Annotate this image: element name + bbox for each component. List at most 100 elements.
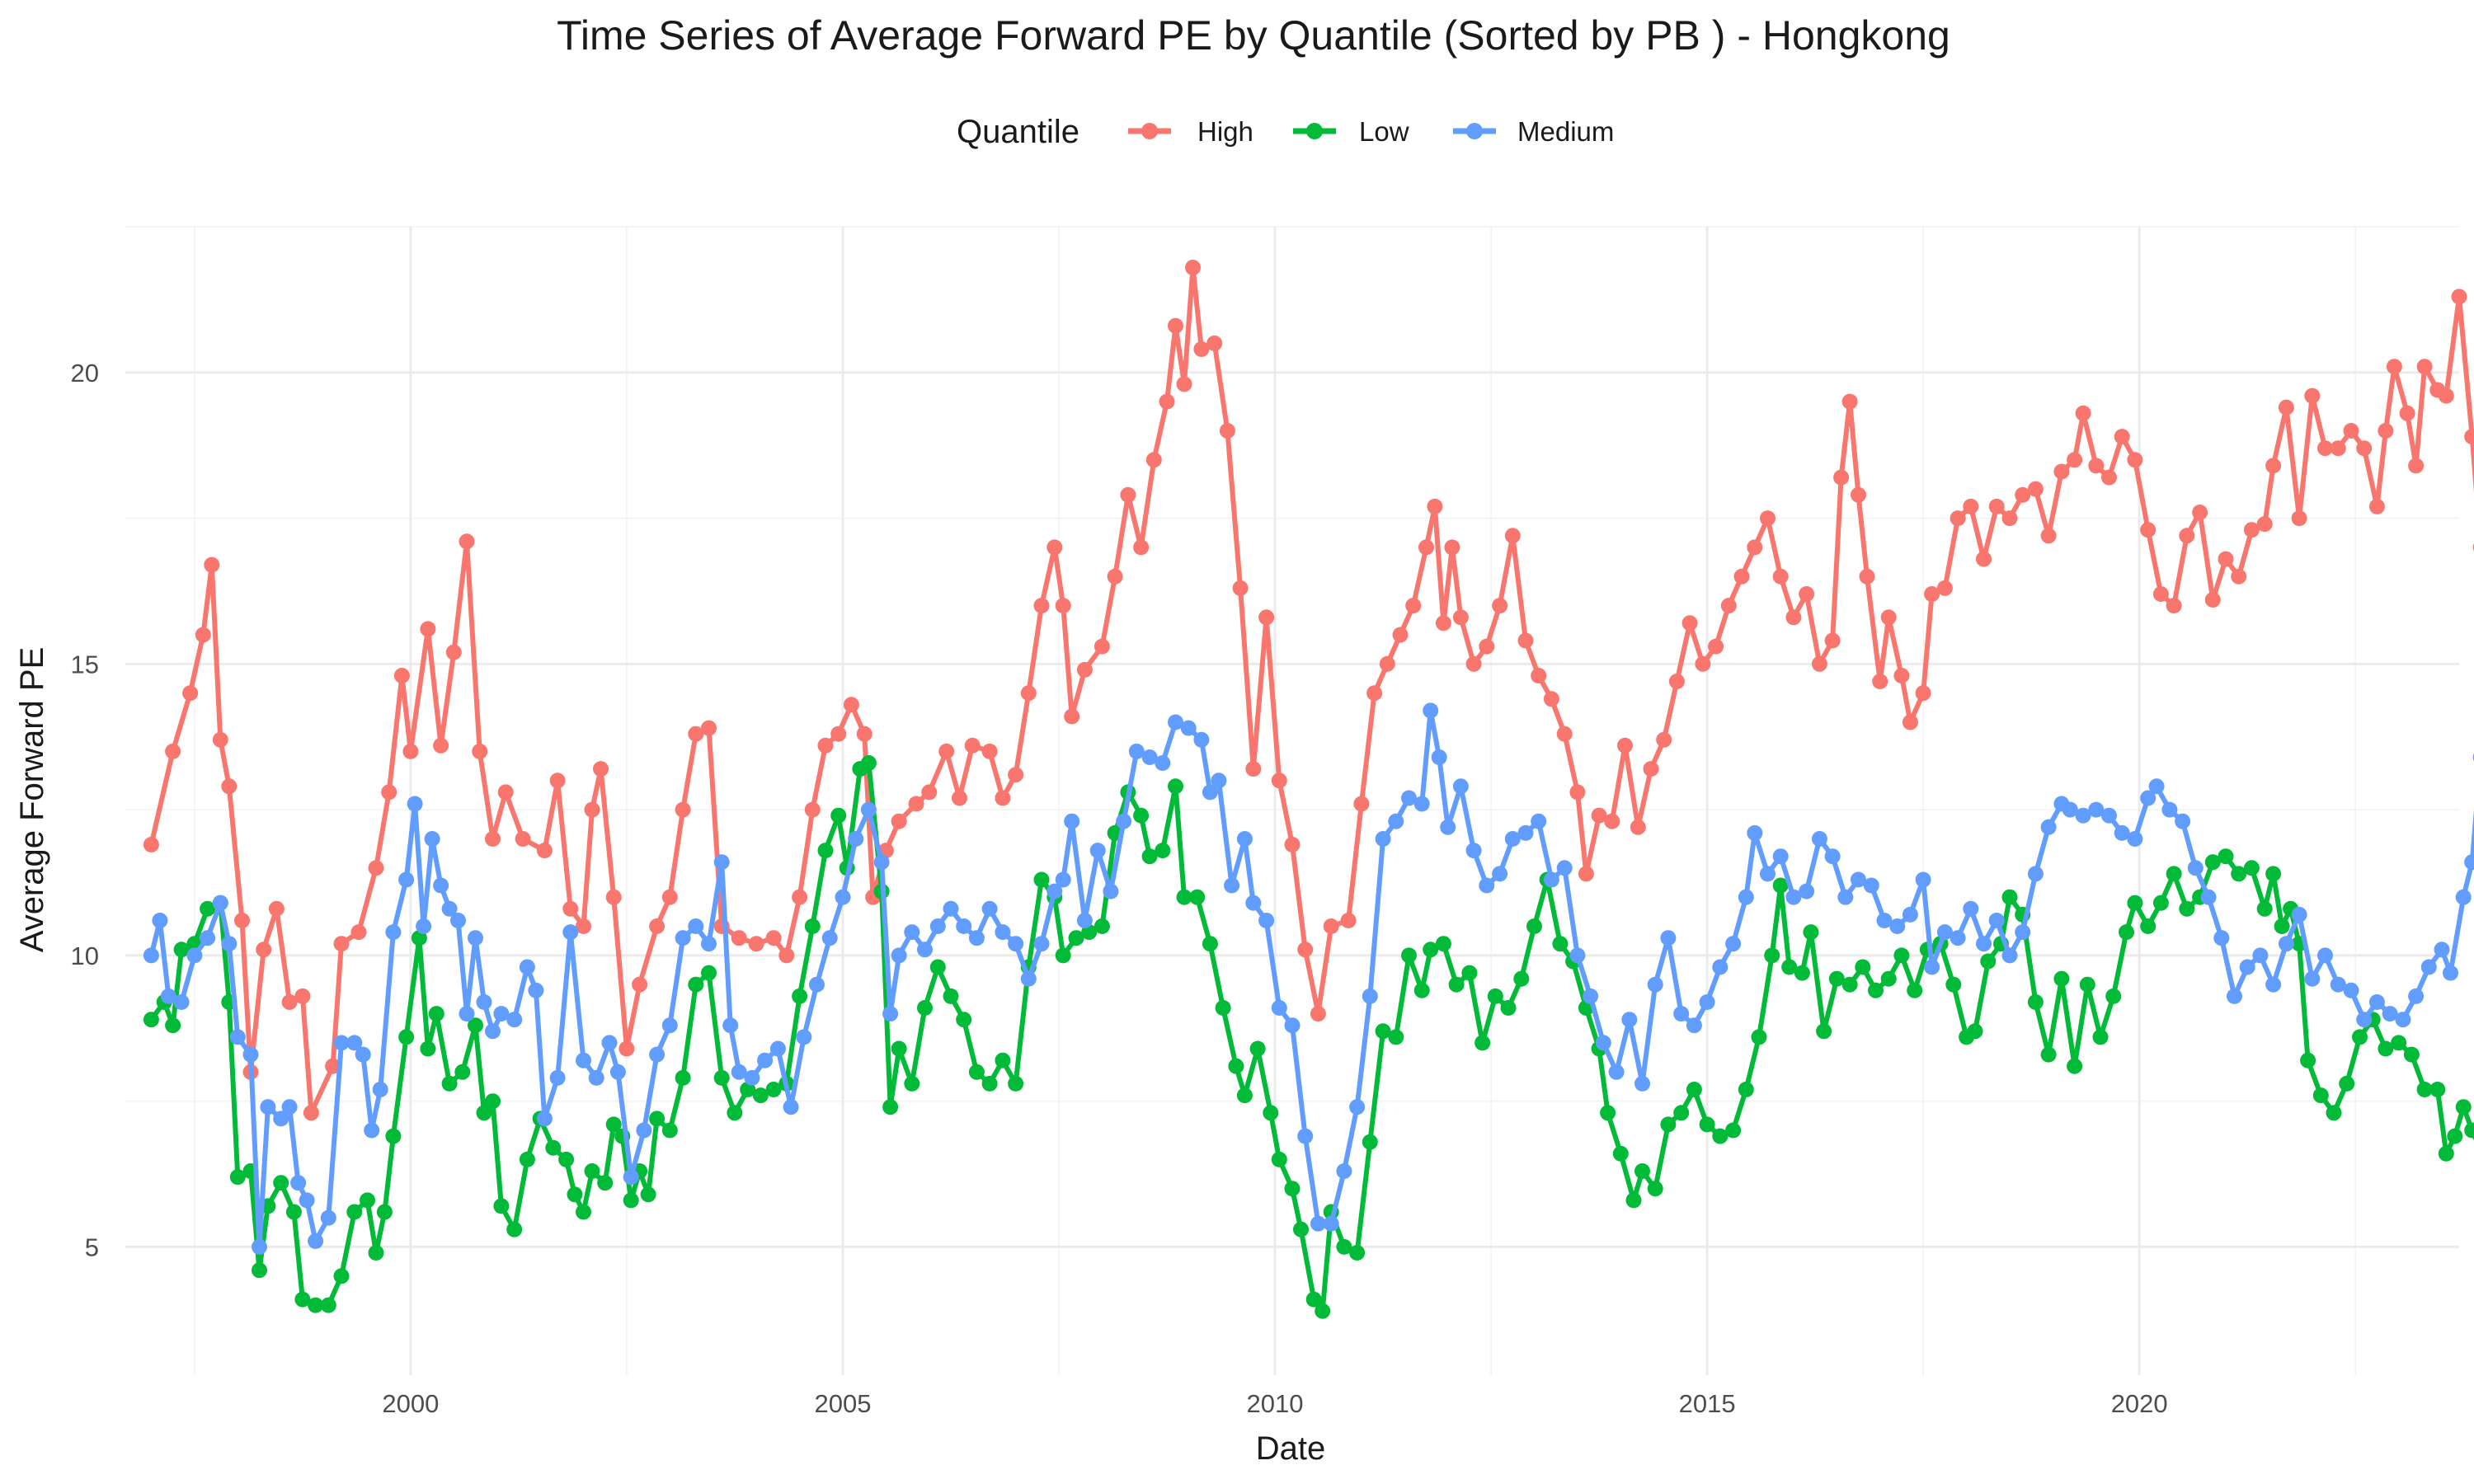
- data-point-high: [281, 994, 298, 1010]
- data-point-low: [605, 1116, 622, 1133]
- data-point-high: [2278, 399, 2294, 416]
- data-point-high: [1145, 452, 1162, 468]
- data-point-high: [2114, 429, 2130, 445]
- data-point-medium: [1211, 773, 1227, 789]
- data-point-low: [1500, 1000, 1517, 1016]
- data-point-medium: [2356, 1012, 2373, 1028]
- data-point-low: [1413, 982, 1430, 998]
- data-point-high: [2265, 458, 2282, 474]
- data-point-low: [688, 976, 704, 993]
- data-point-high: [1531, 668, 1547, 683]
- data-point-high: [856, 726, 872, 742]
- data-point-high: [1811, 655, 1827, 672]
- data-point-low: [333, 1268, 350, 1284]
- data-point-high: [1902, 714, 1918, 730]
- data-point-high: [472, 743, 488, 759]
- data-point-medium: [493, 1006, 510, 1022]
- data-point-medium: [2227, 988, 2242, 1004]
- data-point-medium: [2015, 924, 2031, 941]
- data-point-medium: [701, 936, 717, 952]
- data-point-medium: [1517, 824, 1534, 841]
- data-point-low: [2204, 854, 2221, 871]
- data-point-medium: [1569, 947, 1586, 964]
- data-point-medium: [2213, 930, 2230, 946]
- data-point-high: [143, 837, 159, 852]
- data-point-high: [792, 889, 808, 905]
- data-point-medium: [688, 918, 704, 934]
- data-point-low: [576, 1204, 591, 1220]
- data-point-medium: [1915, 871, 1931, 888]
- data-point-high: [1824, 632, 1841, 649]
- data-point-high: [1517, 632, 1534, 649]
- data-point-high: [778, 947, 795, 964]
- data-point-medium: [536, 1111, 553, 1127]
- data-point-high: [1833, 469, 1850, 486]
- data-point-high: [234, 913, 250, 928]
- data-point-medium: [1976, 936, 1992, 952]
- data-point-medium: [372, 1082, 388, 1097]
- data-point-medium: [2200, 889, 2217, 905]
- data-point-low: [476, 1105, 492, 1121]
- data-point-low: [1686, 1082, 1702, 1097]
- data-point-low: [1980, 953, 1997, 970]
- data-point-high: [576, 918, 591, 934]
- data-point-low: [2339, 1075, 2355, 1092]
- data-point-high: [1392, 627, 1409, 643]
- data-point-low: [1699, 1116, 1715, 1133]
- data-point-low: [817, 843, 834, 859]
- legend-label-medium: Medium: [1517, 116, 1614, 147]
- data-point-medium: [252, 1238, 267, 1255]
- data-point-high: [1492, 598, 1508, 614]
- data-point-medium: [528, 982, 544, 998]
- data-point-medium: [1116, 813, 1132, 829]
- data-point-medium: [1362, 988, 1378, 1004]
- data-point-low: [904, 1075, 920, 1092]
- legend-swatch-point-medium: [1466, 123, 1483, 139]
- data-point-medium: [355, 1046, 371, 1063]
- data-point-medium: [1284, 1017, 1300, 1034]
- data-point-medium: [281, 1099, 298, 1115]
- data-point-medium: [2420, 959, 2437, 975]
- data-point-low: [1423, 942, 1439, 958]
- data-point-medium: [2443, 965, 2458, 981]
- data-point-high: [1094, 638, 1110, 655]
- data-point-low: [1155, 843, 1171, 859]
- data-point-low: [1552, 936, 1569, 952]
- data-point-medium: [2434, 942, 2450, 958]
- data-point-high: [350, 924, 367, 941]
- data-point-low: [558, 1151, 575, 1167]
- data-point-high: [1556, 726, 1573, 742]
- data-point-high: [1435, 615, 1451, 632]
- data-point-high: [1630, 819, 1646, 835]
- data-point-low: [1033, 871, 1050, 888]
- data-point-medium: [200, 930, 216, 946]
- data-point-high: [952, 790, 967, 806]
- data-point-high: [605, 889, 622, 905]
- data-point-low: [368, 1245, 384, 1261]
- x-tick-label: 2020: [2111, 1389, 2168, 1418]
- data-point-medium: [1413, 796, 1430, 812]
- data-point-medium: [873, 854, 890, 871]
- data-point-low: [1315, 1303, 1331, 1319]
- x-tick-label: 2000: [382, 1389, 439, 1418]
- data-point-low: [804, 918, 821, 934]
- data-point-medium: [476, 994, 492, 1010]
- data-point-medium: [722, 1017, 739, 1034]
- data-point-low: [2218, 848, 2234, 865]
- legend-item-high: High: [1128, 116, 1253, 147]
- data-point-high: [2408, 458, 2425, 474]
- data-point-medium: [2001, 947, 2018, 964]
- data-point-high: [843, 697, 859, 713]
- data-point-low: [2079, 976, 2095, 993]
- data-point-low: [1375, 1023, 1391, 1040]
- data-point-medium: [2343, 982, 2359, 998]
- x-tick-label: 2015: [1679, 1389, 1736, 1418]
- data-point-low: [2352, 1029, 2368, 1045]
- data-point-low: [2127, 895, 2143, 911]
- data-point-medium: [333, 1035, 350, 1051]
- data-point-high: [1452, 609, 1469, 626]
- data-point-medium: [1155, 755, 1171, 771]
- data-point-low: [1249, 1040, 1266, 1057]
- data-point-medium: [783, 1099, 799, 1115]
- data-point-high: [549, 773, 566, 789]
